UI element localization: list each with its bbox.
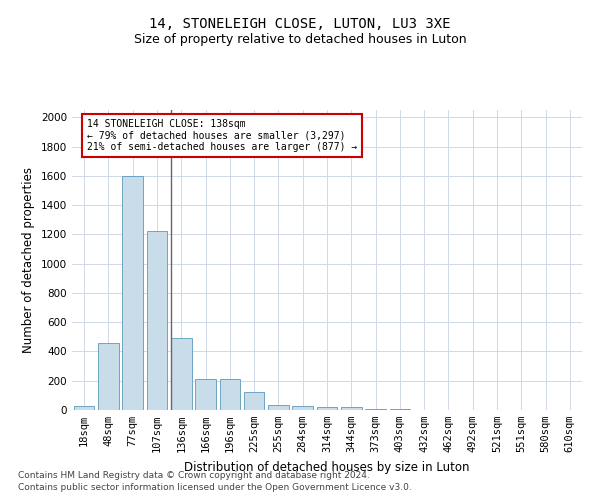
Text: Contains public sector information licensed under the Open Government Licence v3: Contains public sector information licen…	[18, 484, 412, 492]
Bar	[98, 342, 119, 410]
Bar	[341, 407, 362, 410]
Bar	[220, 380, 240, 410]
Bar	[171, 338, 191, 410]
Text: Size of property relative to detached houses in Luton: Size of property relative to detached ho…	[134, 32, 466, 46]
Bar	[146, 232, 167, 410]
Bar	[122, 176, 143, 410]
X-axis label: Distribution of detached houses by size in Luton: Distribution of detached houses by size …	[184, 460, 470, 473]
Text: 14, STONELEIGH CLOSE, LUTON, LU3 3XE: 14, STONELEIGH CLOSE, LUTON, LU3 3XE	[149, 18, 451, 32]
Bar	[292, 406, 313, 410]
Text: Contains HM Land Registry data © Crown copyright and database right 2024.: Contains HM Land Registry data © Crown c…	[18, 471, 370, 480]
Bar	[268, 405, 289, 410]
Bar	[74, 406, 94, 410]
Text: 14 STONELEIGH CLOSE: 138sqm
← 79% of detached houses are smaller (3,297)
21% of : 14 STONELEIGH CLOSE: 138sqm ← 79% of det…	[88, 119, 358, 152]
Bar	[365, 408, 386, 410]
Bar	[195, 380, 216, 410]
Y-axis label: Number of detached properties: Number of detached properties	[22, 167, 35, 353]
Bar	[244, 392, 265, 410]
Bar	[317, 407, 337, 410]
